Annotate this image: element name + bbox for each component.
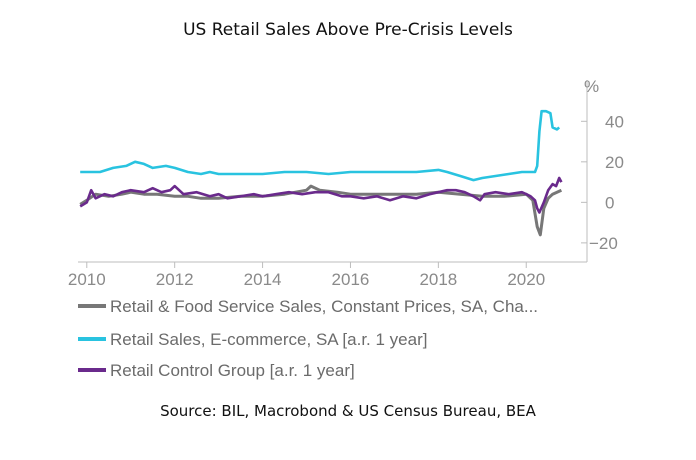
legend-swatch-purple bbox=[78, 367, 106, 372]
x-tick-label: 2018 bbox=[419, 270, 457, 289]
legend-label-control-group: Retail Control Group [a.r. 1 year] bbox=[110, 361, 355, 380]
x-tick-label: 2010 bbox=[68, 270, 106, 289]
y-tick-label: 40 bbox=[605, 112, 624, 131]
x-tick-label: 2016 bbox=[332, 270, 370, 289]
legend-item-retail-food: Retail & Food Service Sales, Constant Pr… bbox=[78, 297, 538, 317]
y-tick-label: 20 bbox=[605, 153, 624, 172]
y-tick-label: 0 bbox=[605, 193, 614, 212]
series-line-3 bbox=[79, 176, 563, 214]
legend-item-control-group: Retail Control Group [a.r. 1 year] bbox=[78, 361, 355, 381]
legend-swatch-cyan bbox=[78, 336, 106, 341]
y-unit-label: % bbox=[584, 77, 599, 96]
legend-label-ecommerce: Retail Sales, E-commerce, SA [a.r. 1 yea… bbox=[110, 330, 428, 349]
chart-title: US Retail Sales Above Pre-Crisis Levels bbox=[183, 20, 513, 40]
x-tick-label: 2020 bbox=[507, 270, 545, 289]
legend-item-ecommerce: Retail Sales, E-commerce, SA [a.r. 1 yea… bbox=[78, 330, 427, 350]
legend-swatch-gray bbox=[78, 303, 106, 308]
legend-label-retail-food: Retail & Food Service Sales, Constant Pr… bbox=[110, 297, 539, 316]
series-line-2 bbox=[80, 109, 561, 182]
y-tick-label: −20 bbox=[589, 234, 618, 253]
chart-source: Source: BIL, Macrobond & US Census Burea… bbox=[160, 402, 536, 420]
x-tick-label: 2012 bbox=[156, 270, 194, 289]
x-tick-label: 2014 bbox=[244, 270, 282, 289]
